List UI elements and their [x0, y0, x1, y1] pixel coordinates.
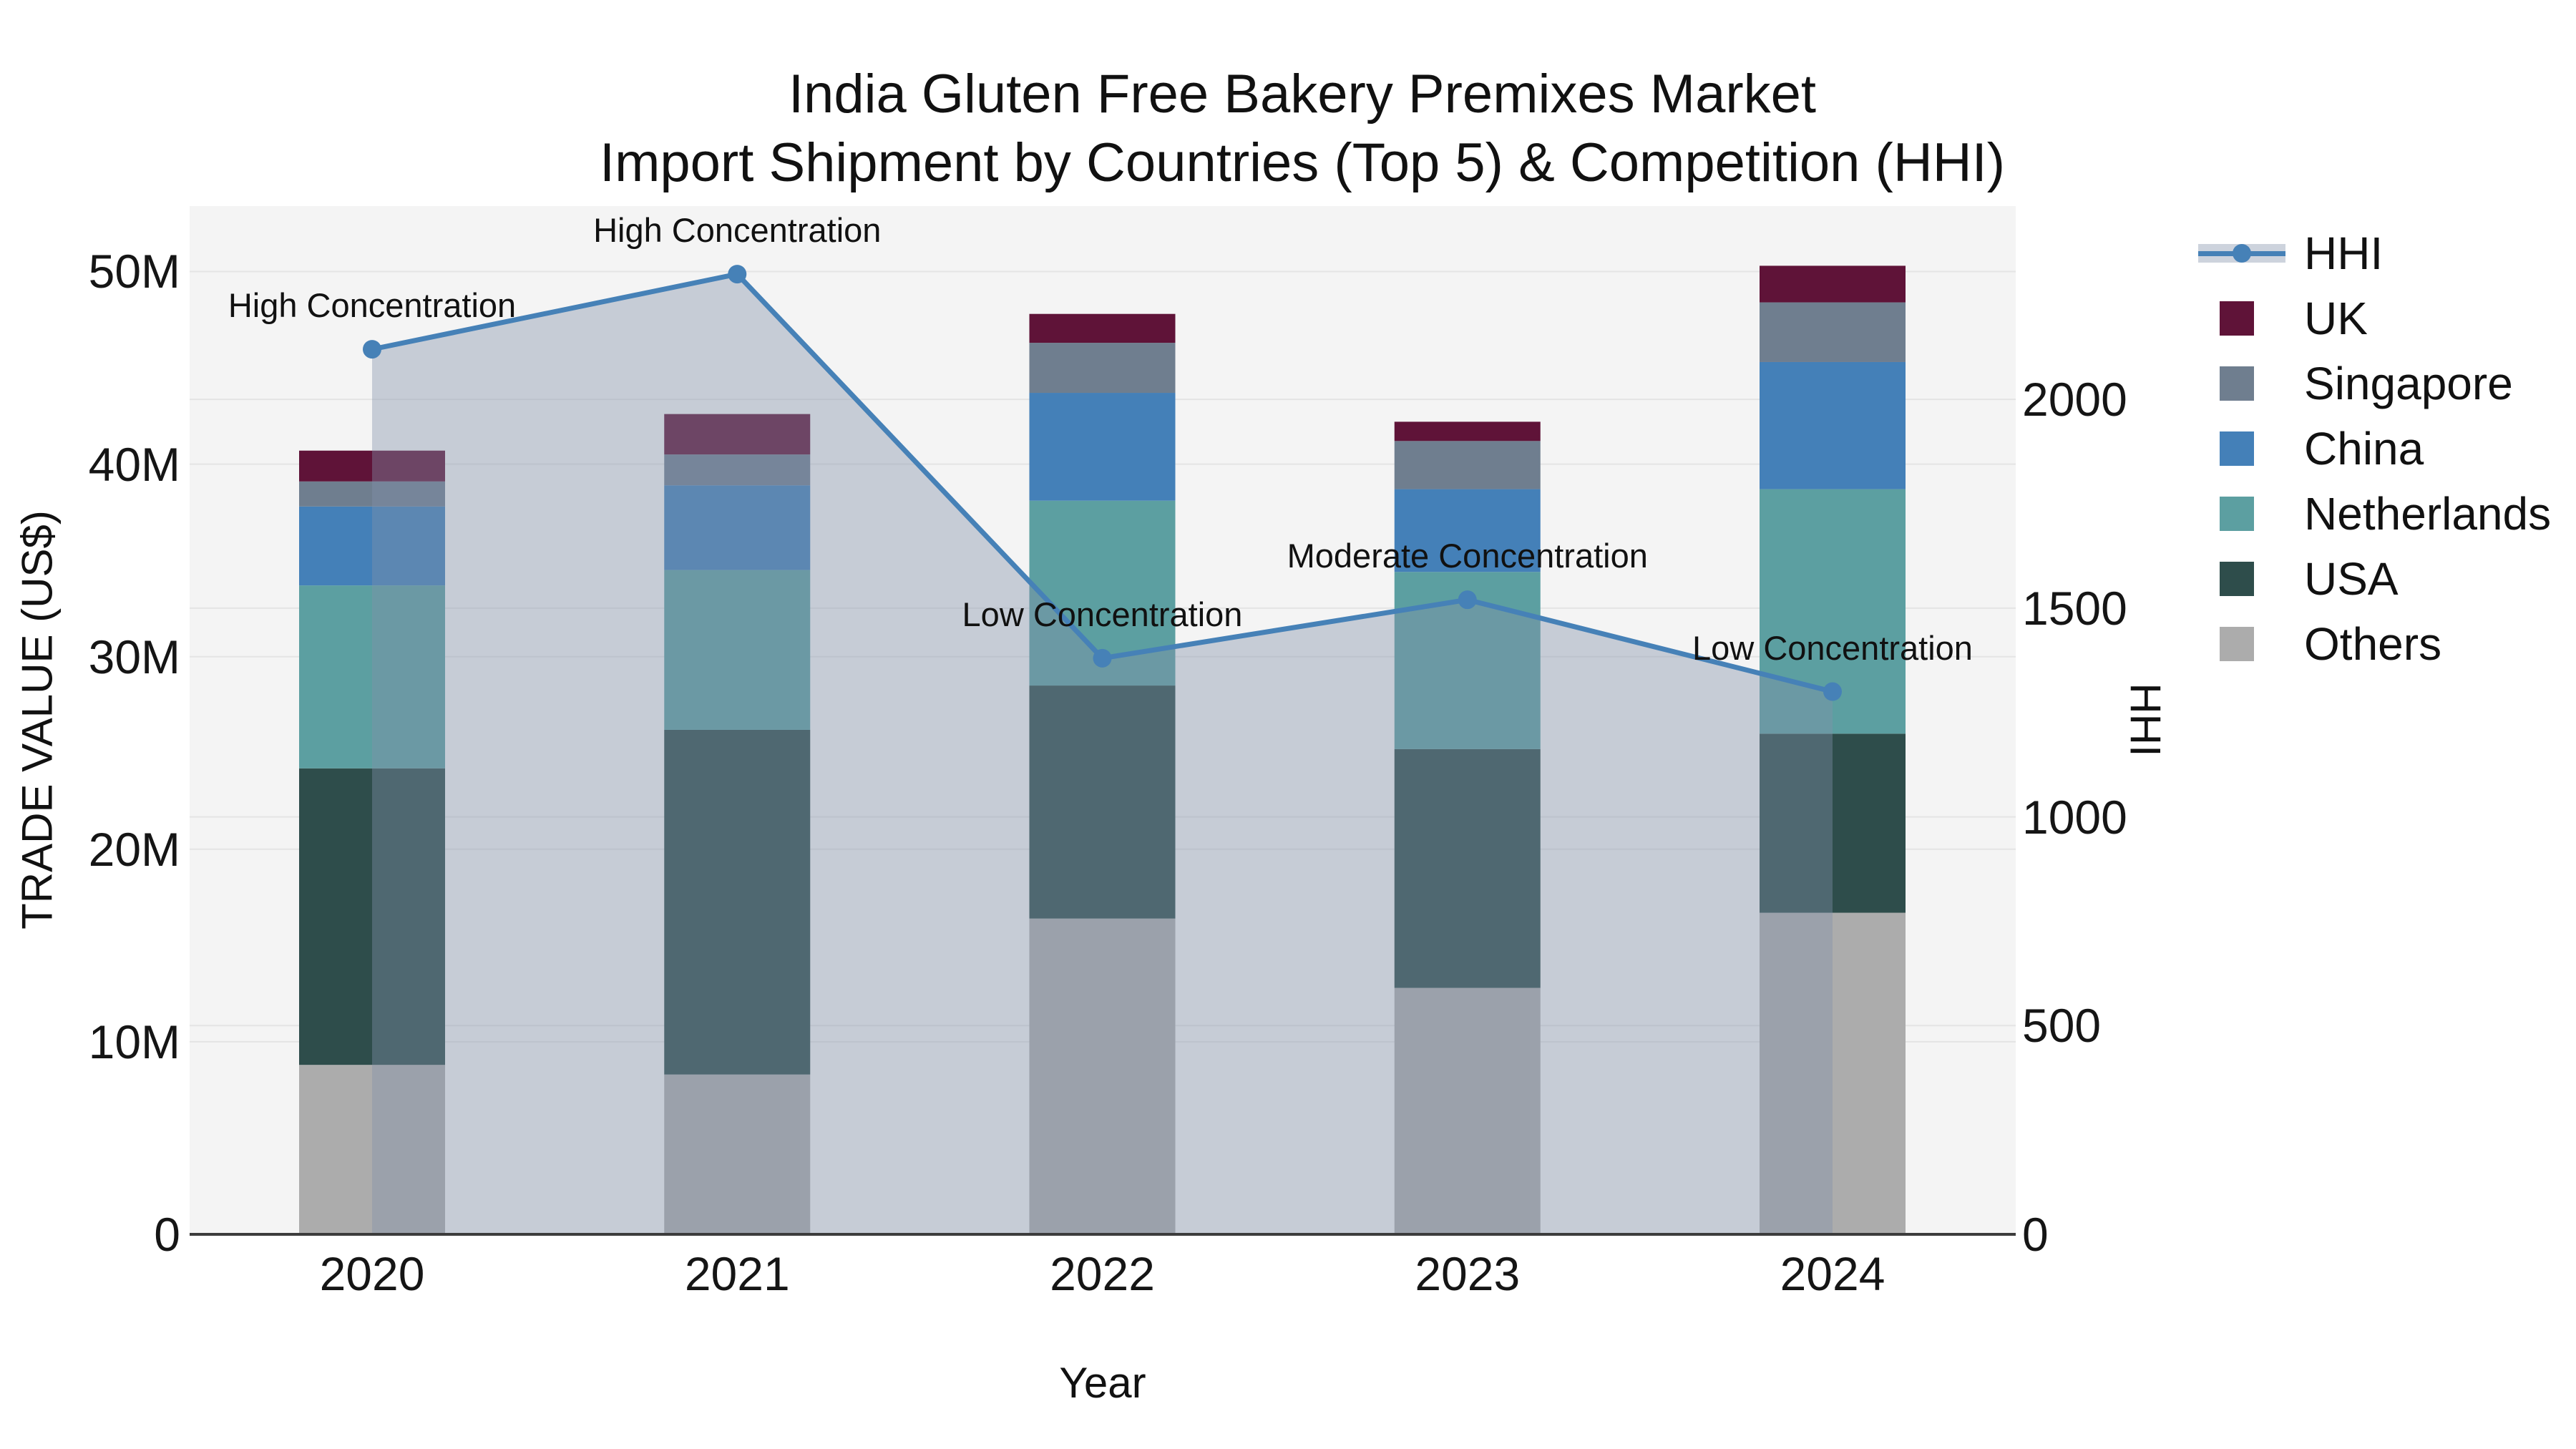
y-left-tick-label-30M: 30M [88, 630, 180, 683]
y-right-tick-label-1000: 1000 [2022, 790, 2127, 844]
bar-segment-uk-2023 [1394, 421, 1541, 441]
annotation-2022: Low Concentration [962, 595, 1243, 633]
y-left-tick-label-50M: 50M [88, 245, 180, 298]
bar-segment-china-2024 [1760, 361, 1906, 489]
bar-segment-china-2023 [1394, 489, 1541, 572]
legend-swatch-others-icon [2220, 626, 2254, 661]
bar-segment-china-2021 [664, 485, 811, 570]
legend-hhi-line-icon [2198, 236, 2285, 270]
legend-swatch-box [2198, 431, 2285, 466]
y-left-axis-title: TRADE VALUE (US$) [13, 510, 62, 930]
bar-segment-others-2020 [299, 1065, 445, 1234]
bar-segment-netherlands-2021 [664, 570, 811, 730]
legend-label-singapore: Singapore [2304, 357, 2513, 409]
legend-label-usa: USA [2304, 552, 2399, 605]
x-tick-label-2022: 2022 [1050, 1247, 1155, 1300]
legend-swatch-box [2198, 301, 2285, 336]
legend-label-others: Others [2304, 618, 2442, 670]
y-right-tick-label-2000: 2000 [2022, 373, 2127, 426]
bar-segment-singapore-2020 [299, 481, 445, 507]
x-tick-label-2021: 2021 [684, 1247, 790, 1300]
hhi-area-fill [372, 274, 1833, 1235]
annotation-2024: Low Concentration [1692, 628, 1973, 667]
legend-label-netherlands: Netherlands [2304, 487, 2552, 540]
annotation-2020: High Concentration [228, 286, 517, 325]
bar-segment-china-2020 [299, 506, 445, 586]
bar-segment-usa-2021 [664, 729, 811, 1075]
bar-segment-china-2022 [1029, 393, 1176, 501]
bar-segment-singapore-2021 [664, 454, 811, 486]
annotation-2021: High Concentration [593, 211, 882, 250]
legend-swatch-usa-icon [2220, 561, 2254, 596]
legend-swatch-box [2198, 561, 2285, 596]
legend-item-usa[interactable]: USA [2198, 546, 2551, 611]
legend-swatch-netherlands-icon [2220, 496, 2254, 531]
legend-label-china: China [2304, 422, 2424, 474]
bar-segment-uk-2024 [1760, 265, 1906, 303]
bar-segment-singapore-2024 [1760, 302, 1906, 362]
y-left-tick-label-10M: 10M [88, 1015, 180, 1068]
bar-segment-others-2023 [1394, 987, 1541, 1234]
legend-label-hhi: HHI [2304, 227, 2384, 279]
hhi-marker-2020 [363, 340, 381, 359]
chart-title-line2: Import Shipment by Countries (Top 5) & C… [599, 132, 2006, 193]
bar-segment-usa-2022 [1029, 686, 1176, 919]
legend-label-uk: UK [2304, 292, 2368, 344]
y-right-axis-title: HHI [2121, 683, 2170, 757]
legend-swatch-china-icon [2220, 431, 2254, 466]
hhi-marker-2023 [1458, 590, 1477, 610]
hhi-marker-2022 [1093, 648, 1112, 668]
legend: HHI UK Singapore China Netherlands USA Others [2198, 220, 2551, 676]
legend-item-others[interactable]: Others [2198, 611, 2551, 676]
bar-segment-uk-2022 [1029, 313, 1176, 343]
hhi-marker-2021 [728, 265, 747, 284]
legend-item-uk[interactable]: UK [2198, 286, 2551, 351]
legend-item-singapore[interactable]: Singapore [2198, 351, 2551, 416]
legend-item-netherlands[interactable]: Netherlands [2198, 481, 2551, 546]
legend-swatch-singapore-icon [2220, 366, 2254, 401]
bar-segment-singapore-2022 [1029, 343, 1176, 394]
y-right-tick-label-0: 0 [2022, 1208, 2049, 1261]
bar-segment-usa-2023 [1394, 748, 1541, 988]
y-left-tick-label-20M: 20M [88, 822, 180, 876]
bar-segment-usa-2020 [299, 768, 445, 1065]
x-axis-title: Year [1059, 1359, 1146, 1407]
bar-segment-singapore-2023 [1394, 441, 1541, 489]
annotation-2023: Moderate Concentration [1287, 537, 1648, 575]
legend-swatch-uk-icon [2220, 301, 2254, 336]
legend-item-china[interactable]: China [2198, 416, 2551, 481]
bar-segment-others-2024 [1760, 912, 1906, 1234]
y-right-tick-label-500: 500 [2022, 999, 2102, 1053]
bar-segment-netherlands-2020 [299, 585, 445, 769]
legend-swatch-box [2198, 626, 2285, 661]
x-tick-label-2024: 2024 [1780, 1247, 1885, 1300]
y-right-tick-label-1500: 1500 [2022, 581, 2127, 635]
bar-segment-uk-2021 [664, 414, 811, 455]
legend-item-hhi[interactable]: HHI [2198, 220, 2551, 286]
y-left-tick-label-40M: 40M [88, 437, 180, 491]
legend-line-dot [2233, 243, 2251, 263]
legend-swatch-box [2198, 496, 2285, 531]
bar-segment-others-2022 [1029, 918, 1176, 1234]
x-tick-label-2020: 2020 [319, 1247, 425, 1300]
x-tick-label-2023: 2023 [1415, 1247, 1521, 1300]
legend-swatch-box [2198, 366, 2285, 401]
bar-segment-usa-2024 [1760, 733, 1906, 913]
chart-title-line1: India Gluten Free Bakery Premixes Market [788, 64, 1817, 125]
bar-segment-others-2021 [664, 1074, 811, 1234]
y-left-tick-label-0: 0 [154, 1208, 180, 1261]
hhi-marker-2024 [1823, 682, 1842, 701]
bar-segment-uk-2020 [299, 450, 445, 482]
